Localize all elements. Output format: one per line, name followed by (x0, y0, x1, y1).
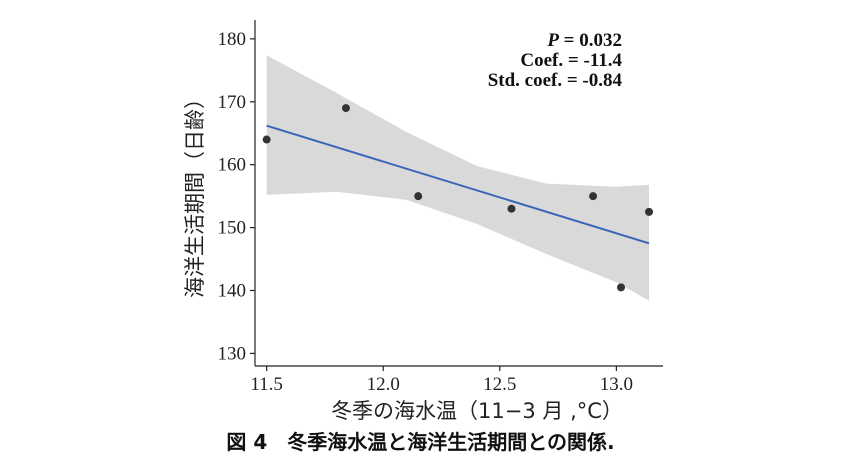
y-tick-label: 170 (218, 92, 247, 113)
x-axis-label: 冬季の海水温（11−3 月 ,°C） (331, 399, 623, 423)
y-tick-label: 160 (218, 155, 247, 176)
y-tick-label: 130 (218, 343, 247, 364)
y-axis-label: 海洋生活期間（日齢） (183, 88, 207, 298)
std-coef-annotation: Std. coef. = -0.84 (488, 70, 623, 91)
x-tick-label: 13.0 (600, 374, 633, 395)
data-point (341, 104, 350, 113)
data-point (617, 283, 626, 292)
coef-annotation: Coef. = -11.4 (520, 50, 622, 71)
data-point (262, 135, 271, 144)
data-point (589, 192, 598, 201)
y-tick-label: 180 (218, 29, 247, 50)
data-point (414, 192, 423, 201)
scatter-chart: 130 140 150 160 170 180 11.5 12.0 12.5 13.0 海洋生活… (183, 20, 663, 423)
figure-caption: 図 4 冬季海水温と海洋生活期間との関係. (226, 430, 615, 454)
p-value-annotation: P = 0.032 (546, 30, 622, 51)
x-tick-label: 12.5 (483, 374, 516, 395)
y-tick-label: 150 (218, 218, 247, 239)
regression-line (266, 124, 650, 245)
data-point (645, 207, 654, 216)
x-tick-label: 11.5 (250, 374, 283, 395)
data-point (507, 204, 516, 213)
confidence-band (266, 55, 649, 301)
x-tick-label: 12.0 (367, 374, 400, 395)
y-tick-label: 140 (218, 281, 247, 302)
